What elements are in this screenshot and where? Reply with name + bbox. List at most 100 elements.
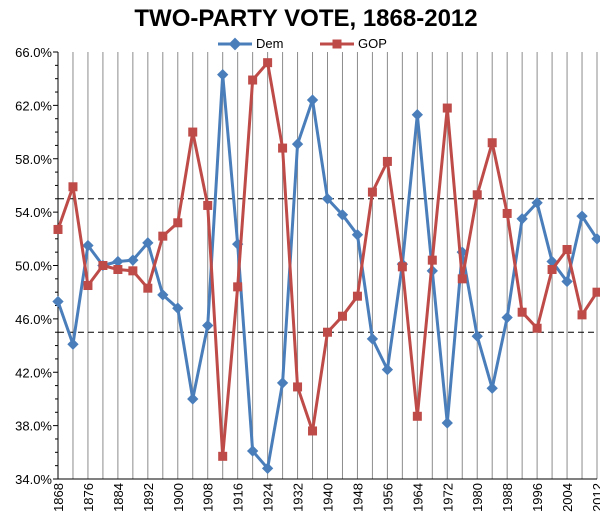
point-dem-1892 — [142, 237, 154, 249]
point-gop-1956 — [382, 156, 392, 166]
point-gop-1932 — [293, 382, 303, 392]
point-dem-1896 — [157, 289, 169, 301]
point-dem-1924 — [261, 462, 274, 474]
legend-entry-gop: GOP — [320, 36, 387, 51]
point-gop-1912 — [218, 451, 228, 461]
y-tick-label: 42.0% — [15, 365, 52, 380]
x-tick-label: 1932 — [291, 483, 306, 512]
point-dem-1904 — [187, 393, 199, 405]
point-gop-1868 — [53, 224, 63, 234]
x-tick-label: 1988 — [500, 483, 515, 512]
legend-entry-dem: Dem — [218, 36, 283, 51]
point-dem-1940 — [321, 193, 334, 205]
x-tick-label: 1980 — [470, 483, 485, 512]
x-tick-label: 1964 — [410, 483, 425, 512]
y-tick-label: 54.0% — [15, 205, 52, 220]
point-dem-1988 — [501, 311, 513, 324]
point-dem-1920 — [246, 445, 259, 457]
x-tick-label: 1948 — [350, 483, 365, 512]
point-gop-1980 — [472, 190, 482, 200]
legend-dem-marker — [228, 37, 242, 51]
point-dem-1984 — [486, 382, 498, 394]
point-dem-1888 — [127, 254, 139, 266]
point-gop-1964 — [412, 411, 422, 421]
point-gop-2000 — [547, 265, 557, 275]
point-dem-1948 — [351, 229, 364, 241]
x-tick-label: 1916 — [231, 483, 246, 512]
x-tick-label: 2004 — [560, 483, 575, 512]
point-gop-1908 — [203, 200, 213, 210]
point-dem-1952 — [366, 333, 379, 345]
x-tick-label: 2012 — [590, 483, 600, 512]
y-tick-label: 66.0% — [15, 45, 52, 60]
point-dem-1944 — [336, 209, 349, 221]
point-dem-1936 — [306, 94, 319, 106]
point-dem-2008 — [576, 210, 588, 222]
point-gop-1972 — [442, 103, 452, 113]
x-tick-label: 1884 — [111, 483, 126, 512]
point-gop-1984 — [487, 138, 497, 148]
point-gop-1968 — [427, 255, 437, 265]
y-tick-label: 62.0% — [15, 98, 52, 113]
y-tick-label: 50.0% — [15, 259, 52, 274]
point-gop-1916 — [233, 282, 243, 292]
legend-gop-marker — [332, 39, 342, 49]
x-tick-label: 1868 — [51, 483, 66, 512]
point-gop-1892 — [143, 283, 153, 293]
point-gop-1884 — [113, 265, 123, 275]
point-gop-1896 — [158, 231, 168, 241]
point-dem-1992 — [516, 213, 528, 225]
point-gop-1948 — [352, 291, 362, 301]
point-gop-1872 — [68, 182, 78, 192]
x-tick-label: 1876 — [81, 483, 96, 512]
x-tick-label: 1972 — [440, 483, 455, 512]
axes: 34.0% 38.0% 42.0% 46.0% 50.0% 54.0% 58.0% 62.0%… — [15, 45, 600, 512]
point-dem-1928 — [276, 377, 289, 389]
y-tick-label: 46.0% — [15, 312, 52, 327]
point-dem-1956 — [381, 363, 394, 376]
point-gop-1988 — [502, 208, 512, 218]
series — [52, 58, 600, 474]
x-tick-label: 1892 — [141, 483, 156, 512]
point-gop-1992 — [517, 307, 527, 317]
point-gop-1952 — [367, 187, 377, 197]
point-dem-1900 — [172, 302, 184, 314]
point-gop-1996 — [532, 323, 542, 333]
y-tick-label: 58.0% — [15, 152, 52, 167]
point-gop-2004 — [562, 244, 572, 254]
point-dem-1980 — [471, 330, 483, 342]
x-tick-label: 1996 — [530, 483, 545, 512]
point-gop-1920 — [248, 75, 258, 85]
point-dem-1912 — [217, 69, 229, 81]
point-gop-1976 — [457, 274, 467, 284]
point-gop-1880 — [98, 261, 108, 270]
y-tick-label: 34.0% — [15, 472, 52, 487]
point-gop-1904 — [188, 127, 198, 137]
point-gop-1936 — [308, 426, 318, 436]
point-gop-1924 — [263, 58, 273, 68]
point-gop-1900 — [173, 218, 183, 228]
chart-title: TWO-PARTY VOTE, 1868-2012 — [134, 5, 477, 32]
point-gop-1876 — [83, 281, 93, 291]
point-dem-1868 — [52, 295, 64, 308]
x-tick-label: 1924 — [261, 483, 276, 512]
point-gop-1888 — [128, 266, 138, 276]
point-dem-2004 — [561, 275, 573, 288]
point-dem-1964 — [411, 109, 423, 121]
x-tick-label: 1900 — [171, 483, 186, 512]
point-dem-1932 — [291, 138, 304, 150]
point-gop-1944 — [337, 311, 347, 321]
point-gop-1940 — [323, 327, 332, 337]
point-gop-1928 — [278, 143, 288, 153]
point-dem-1908 — [202, 319, 214, 332]
point-dem-1972 — [441, 417, 453, 429]
point-dem-1872 — [67, 338, 79, 350]
point-gop-2008 — [577, 310, 587, 320]
x-tick-label: 1956 — [380, 483, 395, 512]
legend: Dem GOP — [218, 36, 387, 51]
y-tick-label: 38.0% — [15, 419, 52, 434]
legend-gop-label: GOP — [358, 36, 387, 51]
point-dem-1996 — [531, 197, 543, 209]
legend-dem-label: Dem — [256, 36, 283, 51]
